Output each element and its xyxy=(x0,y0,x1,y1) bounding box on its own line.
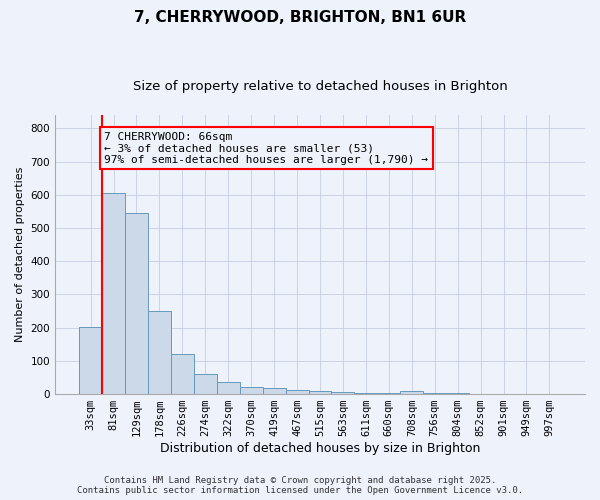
Bar xyxy=(102,193,125,394)
Bar xyxy=(79,327,102,394)
Bar xyxy=(125,213,148,394)
Bar xyxy=(194,374,217,394)
Bar xyxy=(148,311,171,394)
Bar xyxy=(355,393,377,394)
Text: 7 CHERRYWOOD: 66sqm
← 3% of detached houses are smaller (53)
97% of semi-detache: 7 CHERRYWOOD: 66sqm ← 3% of detached hou… xyxy=(104,132,428,165)
Bar xyxy=(263,388,286,394)
Y-axis label: Number of detached properties: Number of detached properties xyxy=(15,167,25,342)
Bar xyxy=(400,392,423,394)
Bar xyxy=(308,392,331,394)
Bar xyxy=(217,382,240,394)
Text: 7, CHERRYWOOD, BRIGHTON, BN1 6UR: 7, CHERRYWOOD, BRIGHTON, BN1 6UR xyxy=(134,10,466,25)
Bar xyxy=(171,354,194,394)
Title: Size of property relative to detached houses in Brighton: Size of property relative to detached ho… xyxy=(133,80,508,93)
Bar xyxy=(286,390,308,394)
Bar xyxy=(331,392,355,394)
Bar xyxy=(377,393,400,394)
X-axis label: Distribution of detached houses by size in Brighton: Distribution of detached houses by size … xyxy=(160,442,480,455)
Text: Contains HM Land Registry data © Crown copyright and database right 2025.
Contai: Contains HM Land Registry data © Crown c… xyxy=(77,476,523,495)
Bar xyxy=(240,388,263,394)
